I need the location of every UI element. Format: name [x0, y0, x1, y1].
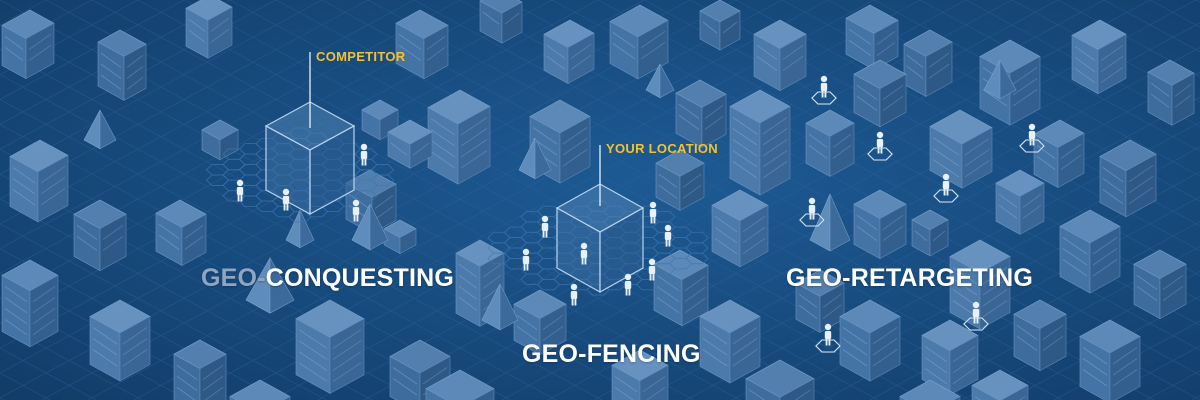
building	[745, 359, 815, 400]
building	[729, 89, 791, 196]
building	[845, 4, 899, 71]
building	[1033, 119, 1085, 189]
building	[395, 9, 449, 80]
building	[295, 299, 365, 394]
building	[899, 379, 961, 400]
building	[387, 119, 433, 169]
halo	[799, 213, 825, 227]
geo-conquesting-prefix: GEO-	[201, 264, 266, 292]
building	[9, 139, 69, 223]
your-location-cube	[555, 145, 645, 294]
building	[479, 0, 523, 44]
building	[711, 189, 769, 268]
building	[1059, 209, 1121, 294]
pyramid	[83, 109, 117, 150]
building	[853, 59, 907, 128]
pyramid	[645, 63, 675, 99]
building	[853, 189, 907, 260]
building	[699, 0, 741, 51]
building	[609, 4, 669, 80]
pyramid	[481, 283, 519, 331]
halo	[963, 317, 989, 331]
building	[699, 299, 761, 384]
people	[236, 75, 1045, 353]
building	[795, 269, 845, 333]
building	[1013, 299, 1067, 372]
pyramid	[351, 203, 389, 251]
building	[185, 0, 233, 59]
building	[653, 249, 709, 327]
halo	[1019, 139, 1045, 153]
geo-conquesting-word: CONQUESTING	[265, 264, 455, 292]
geo-fencing-heading: GEO-FENCING	[522, 340, 701, 368]
pyramid	[245, 256, 295, 314]
building	[543, 19, 595, 85]
building	[73, 199, 127, 272]
building	[229, 379, 291, 400]
building	[89, 299, 151, 382]
building	[1071, 19, 1127, 95]
pyramid	[809, 193, 851, 252]
building	[655, 149, 705, 211]
halo	[933, 189, 959, 203]
geo-retargeting-heading: GEO-RETARGETING	[786, 264, 1033, 292]
building	[1147, 59, 1195, 126]
building	[995, 169, 1045, 235]
halo	[815, 339, 841, 353]
building	[155, 199, 207, 267]
building	[1, 259, 59, 348]
building	[427, 89, 491, 185]
building	[929, 109, 993, 189]
building	[1099, 139, 1157, 218]
pyramid	[983, 59, 1017, 100]
building	[805, 109, 855, 177]
pyramid	[518, 137, 552, 180]
building	[425, 369, 495, 400]
building	[675, 79, 727, 149]
building	[97, 29, 147, 101]
building	[1133, 249, 1187, 320]
building	[383, 219, 417, 255]
building	[173, 339, 227, 400]
building	[1079, 319, 1141, 400]
building	[971, 369, 1029, 400]
geo-conquesting-heading: GEO-CONQUESTING	[201, 264, 454, 293]
competitor-callout: COMPETITOR	[316, 49, 406, 64]
building	[911, 209, 949, 257]
building	[921, 319, 979, 396]
building	[903, 29, 953, 97]
building	[611, 349, 669, 400]
halo	[811, 91, 837, 105]
competitor-cube	[264, 52, 356, 216]
your-location-callout: YOUR LOCATION	[606, 141, 718, 156]
building	[753, 19, 807, 92]
building	[949, 239, 1011, 330]
building	[513, 289, 567, 356]
halo	[867, 147, 893, 161]
building	[201, 119, 239, 161]
building	[839, 299, 901, 382]
building	[1, 9, 55, 80]
pyramid	[285, 209, 315, 249]
